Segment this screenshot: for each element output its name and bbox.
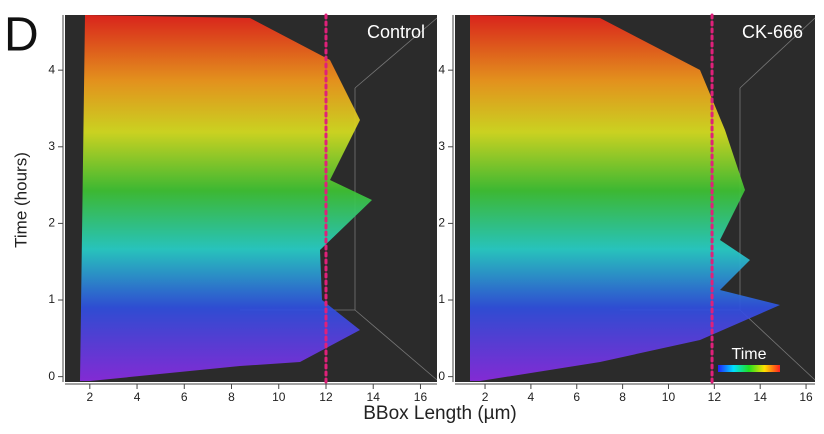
x-tick-label: 6 bbox=[181, 390, 188, 404]
y-axis-label: Time (hours) bbox=[11, 152, 30, 248]
x-tick-label: 2 bbox=[86, 390, 93, 404]
x-tick-label: 10 bbox=[662, 390, 676, 404]
colorbar bbox=[718, 365, 780, 372]
cell-rendering bbox=[470, 15, 780, 381]
panel-title: Control bbox=[367, 22, 425, 42]
y-tick-label: 4 bbox=[48, 62, 55, 76]
panel-left bbox=[65, 15, 438, 382]
x-tick-label: 6 bbox=[573, 390, 580, 404]
y-tick-label: 0 bbox=[438, 369, 445, 383]
x-tick-label: 14 bbox=[367, 390, 381, 404]
panel-right bbox=[455, 15, 816, 382]
x-tick-label: 4 bbox=[528, 390, 535, 404]
x-tick-label: 16 bbox=[799, 390, 813, 404]
panel-label: D bbox=[4, 9, 39, 62]
x-axis-label: BBox Length (µm) bbox=[363, 403, 517, 424]
x-tick-label: 10 bbox=[272, 390, 286, 404]
y-tick-label: 0 bbox=[48, 369, 55, 383]
y-tick-label: 2 bbox=[438, 216, 445, 230]
y-tick-label: 3 bbox=[48, 139, 55, 153]
cell-rendering bbox=[80, 15, 372, 381]
y-tick-label: 3 bbox=[438, 139, 445, 153]
x-tick-label: 8 bbox=[228, 390, 235, 404]
y-tick-label: 2 bbox=[48, 216, 55, 230]
x-tick-label: 8 bbox=[619, 390, 626, 404]
x-tick-label: 16 bbox=[414, 390, 428, 404]
x-tick-label: 12 bbox=[708, 390, 722, 404]
y-tick-label: 1 bbox=[438, 292, 445, 306]
x-tick-label: 4 bbox=[134, 390, 141, 404]
panel-title: CK-666 bbox=[742, 22, 803, 42]
x-tick-label: 14 bbox=[754, 390, 768, 404]
colorbar-label: Time bbox=[732, 346, 767, 363]
x-tick-label: 12 bbox=[319, 390, 333, 404]
x-tick-label: 2 bbox=[482, 390, 489, 404]
y-tick-label: 1 bbox=[48, 292, 55, 306]
y-tick-label: 4 bbox=[438, 62, 445, 76]
